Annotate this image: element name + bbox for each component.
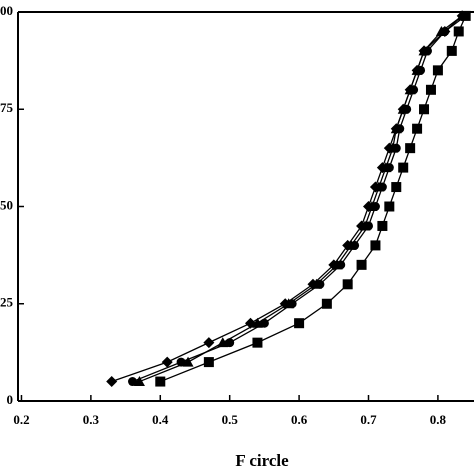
y-tick-label: 25: [0, 295, 14, 310]
triangle-marker: [366, 201, 378, 211]
triangle-marker: [397, 103, 409, 114]
x-tick-label: 0.3: [83, 412, 100, 427]
triangle-marker: [182, 356, 194, 367]
square-marker: [432, 65, 443, 76]
diamond-marker: [203, 337, 215, 349]
triangle-marker: [404, 84, 416, 95]
triangle-marker: [411, 64, 423, 75]
triangle-marker: [283, 298, 295, 309]
triangle-marker: [387, 142, 399, 153]
square-marker: [321, 298, 332, 309]
triangle-marker: [310, 278, 322, 289]
y-tick-label: 0: [7, 392, 14, 407]
triangle-marker: [359, 220, 371, 231]
diamond-marker: [161, 356, 173, 368]
x-tick-label: 0.8: [430, 412, 447, 427]
triangle-marker: [390, 123, 402, 134]
square-marker: [425, 84, 436, 95]
triangle-marker: [133, 376, 145, 387]
square-marker: [398, 162, 409, 173]
triangle-marker: [217, 337, 229, 348]
triangle-marker: [331, 259, 343, 270]
triangle-marker: [345, 239, 357, 250]
square-marker: [446, 45, 457, 56]
x-tick-label: 0.2: [13, 412, 29, 427]
square-marker: [356, 259, 367, 270]
square-marker: [405, 143, 416, 154]
square-marker: [370, 240, 381, 251]
square-marker: [453, 26, 464, 37]
x-tick-label: 0.6: [291, 412, 308, 427]
y-tick-label: 75: [0, 100, 14, 115]
y-tick-label: 100: [0, 3, 13, 18]
x-axis-label: F circle: [235, 451, 289, 470]
square-marker: [252, 337, 263, 348]
square-marker: [419, 104, 430, 115]
square-marker: [155, 376, 166, 387]
triangle-marker: [251, 317, 263, 328]
triangle-marker: [380, 162, 392, 173]
x-tick-label: 0.4: [152, 412, 169, 427]
square-marker: [384, 201, 395, 212]
circle-marker: [128, 377, 138, 387]
triangle-marker: [418, 45, 430, 56]
x-tick-label: 0.7: [360, 412, 377, 427]
square-marker: [294, 318, 305, 329]
x-tick-label: 0.5: [222, 412, 239, 427]
square-marker: [342, 279, 353, 290]
square-marker: [203, 357, 214, 368]
triangle-marker: [373, 181, 385, 192]
square-marker: [412, 123, 423, 134]
square-marker: [391, 182, 402, 193]
square-marker: [460, 10, 471, 21]
y-tick-label: 50: [0, 197, 13, 212]
diamond-marker: [106, 376, 118, 388]
square-marker: [377, 220, 388, 231]
series-line: [111, 15, 463, 383]
triangle-marker: [435, 25, 447, 36]
